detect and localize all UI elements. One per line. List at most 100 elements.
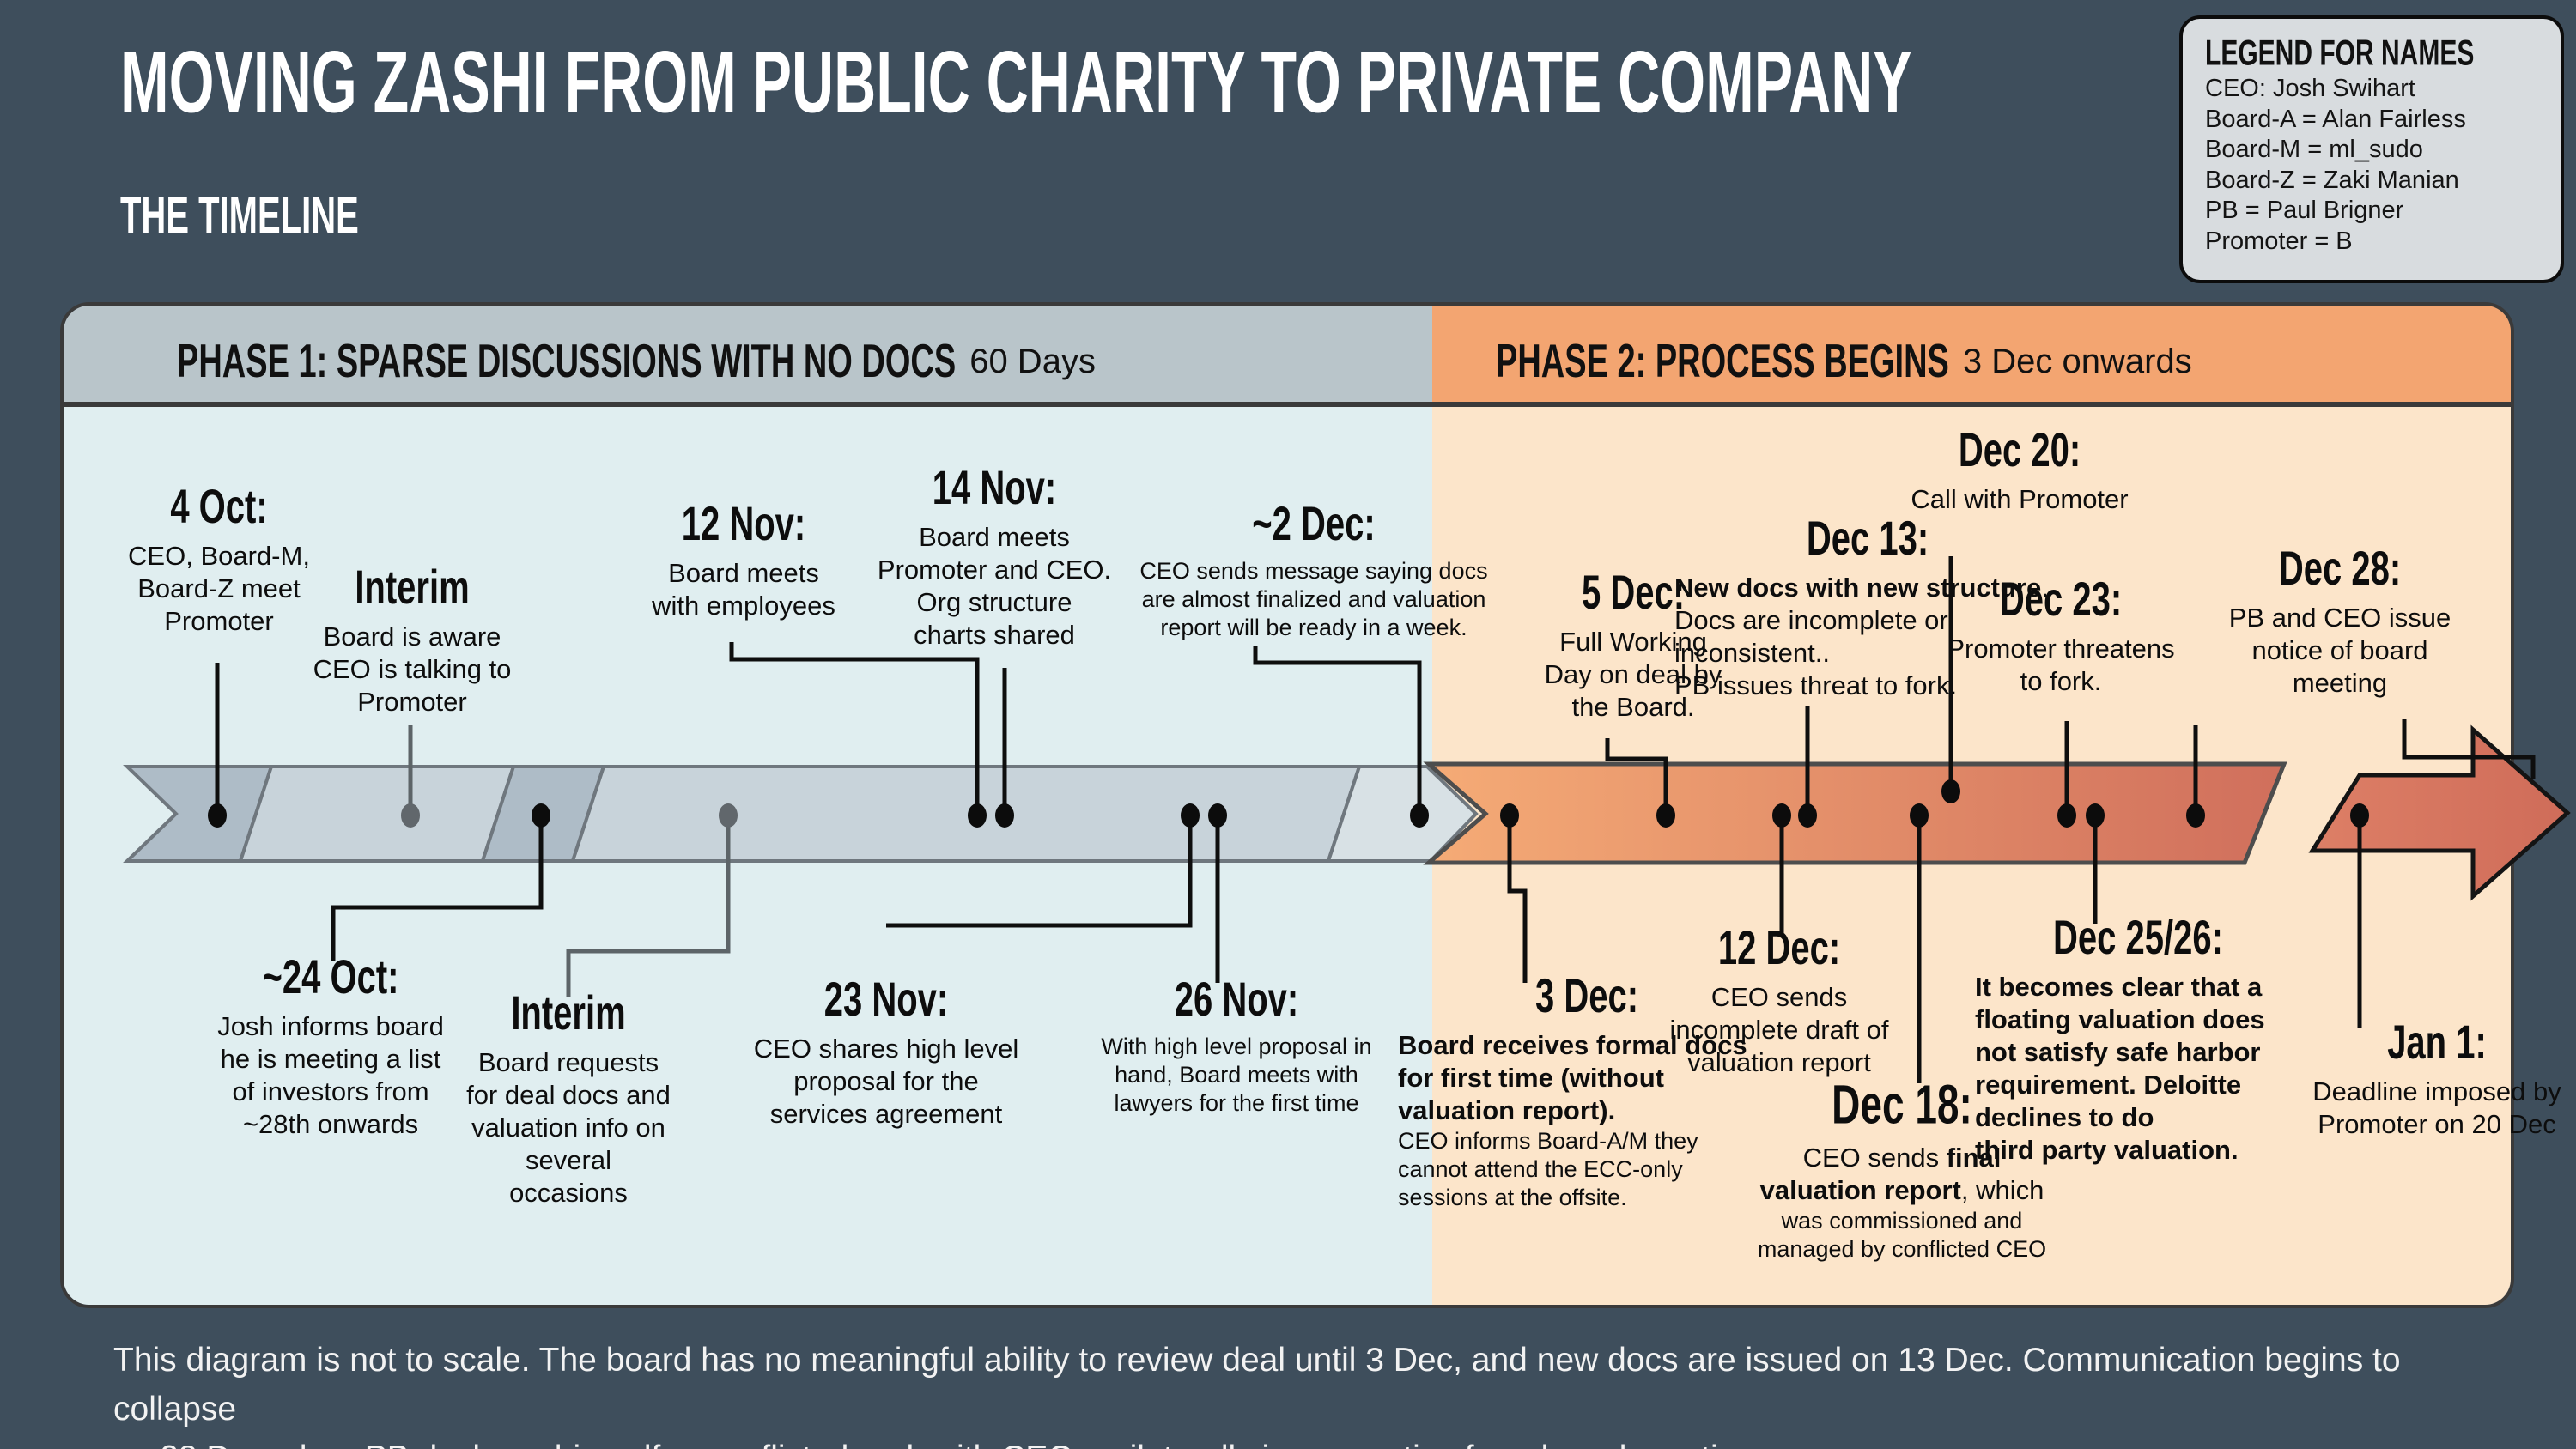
event-date: 12 Dec:	[1717, 922, 1841, 975]
event-dec-23: Dec 23: Promoter threatens to fork.	[1876, 573, 2245, 698]
dot-26-nov	[1208, 803, 1227, 828]
page-title: MOVING ZASHI FROM PUBLIC CHARITY TO PRIV…	[120, 33, 1912, 131]
event-date: Dec 20:	[1958, 424, 2081, 477]
event-date: 14 Nov:	[932, 462, 1057, 515]
event-date: Dec 25/26:	[2053, 912, 2223, 965]
event-body: CEO sends message saying docs are almost …	[1139, 558, 1488, 640]
connector-3-dec	[1507, 815, 1528, 983]
event-body-bold: It becomes clear that a floating valuatio…	[1975, 972, 2265, 1165]
phase1-header: PHASE 1: SPARSE DISCUSSIONS WITH NO DOCS…	[64, 306, 1432, 402]
legend-item-board-z: Board-Z = Zaki Manian	[2205, 166, 2459, 194]
event-date: Jan 1:	[2387, 1016, 2487, 1070]
footer-line-2: on 28 Dec when PB declares himself uncon…	[113, 1434, 2509, 1449]
event-date: Dec 28:	[2278, 543, 2402, 596]
dot-3-dec	[1500, 803, 1519, 828]
event-body: Board meets with employees	[652, 558, 835, 621]
event-date: Interim	[511, 987, 626, 1040]
event-body-small: was commissioned and managed by conflicte…	[1757, 1208, 2047, 1262]
event-body-small: CEO informs Board-A/M they cannot attend …	[1398, 1128, 1698, 1210]
dot-12-dec	[1772, 803, 1791, 828]
event-23-nov: 23 Nov: CEO shares high level proposal fo…	[697, 973, 1075, 1131]
event-24-oct: ~24 Oct: Josh informs board he is meeting…	[159, 951, 502, 1141]
event-body: CEO, Board-M, Board-Z meet Promoter	[128, 541, 310, 636]
event-body: Board meets Promoter and CEO. Org structur…	[877, 522, 1112, 650]
event-body: Deadline imposed by Promoter on 20 Dec	[2312, 1076, 2561, 1139]
dot-12-nov	[968, 803, 987, 828]
phase1-duration: 60 Days	[969, 343, 1096, 380]
event-4-oct: 4 Oct: CEO, Board-M, Board-Z meet Promoter	[90, 481, 348, 638]
dot-23-nov	[1181, 803, 1200, 828]
phase2-band	[1423, 761, 2287, 865]
connector-interim-bottom	[566, 815, 731, 997]
dot-dec-13	[1798, 803, 1817, 828]
event-body-text: PB issues threat to fork.	[1674, 670, 1958, 700]
event-body-text: , which	[1960, 1175, 2044, 1205]
event-interim-bottom: Interim Board requests for deal docs and v…	[414, 987, 723, 1210]
event-body-bold: valuation report	[1759, 1175, 1961, 1205]
legend-box: LEGEND FOR NAMES CEO: Josh Swihart Board…	[2179, 15, 2564, 283]
event-jan-1: Jan 1: Deadline imposed by Promoter on 20…	[2248, 1016, 2576, 1141]
dot-dec-25-26	[2086, 803, 2105, 828]
legend-item-promoter: Promoter = B	[2205, 227, 2353, 255]
phase2-title: PHASE 2: PROCESS BEGINS	[1496, 336, 1949, 389]
dot-dec-23	[2057, 803, 2076, 828]
event-date: 26 Nov:	[1174, 973, 1299, 1027]
event-body-line: valuation report, which	[1722, 1174, 2082, 1207]
event-date: ~2 Dec:	[1252, 498, 1376, 551]
event-2-dec: ~2 Dec: CEO sends message saying docs are…	[1116, 498, 1511, 642]
event-body-bold: Board receives formal docs for first time…	[1398, 1030, 1747, 1125]
connector-23-nov	[886, 815, 1193, 928]
event-dec-20: Dec 20: Call with Promoter	[1839, 424, 2200, 516]
dot-14-nov	[995, 803, 1014, 828]
event-26-nov: 26 Nov: With high level proposal in hand,…	[1039, 973, 1434, 1118]
band-segment-4	[570, 765, 1362, 863]
event-date: Dec 23:	[1999, 573, 2123, 627]
dot-dec-28	[2186, 803, 2205, 828]
event-dec-13: Dec 13: New docs with new structure. Doc…	[1674, 512, 2061, 702]
event-body: Board requests for deal docs and valuation…	[466, 1047, 671, 1208]
final-arrow	[2308, 724, 2571, 901]
event-3-dec: 3 Dec: Board receives formal docs for fir…	[1398, 970, 1776, 1212]
dot-dec-20	[1941, 779, 1960, 803]
event-date: ~24 Oct:	[262, 951, 399, 1004]
event-date: 23 Nov:	[823, 973, 949, 1027]
event-body: Call with Promoter	[1911, 484, 2129, 514]
event-dec-25-26: Dec 25/26: It becomes clear that a floati…	[1975, 912, 2301, 1167]
connector-dec-28-arrow	[2402, 719, 2536, 779]
connector-5-dec	[1605, 738, 1668, 815]
event-body: Full Working Day on deal by the Board.	[1544, 627, 1722, 722]
dot-4-oct	[208, 803, 227, 828]
dot-jan-1	[2350, 803, 2369, 828]
dot-interim-bottom	[719, 803, 738, 828]
phase1-title: PHASE 1: SPARSE DISCUSSIONS WITH NO DOCS	[177, 336, 957, 389]
phase2-duration: 3 Dec onwards	[1962, 343, 2192, 380]
connector-24-oct	[331, 815, 544, 961]
legend-item-pb: PB = Paul Brigner	[2205, 197, 2404, 224]
event-12-dec: 12 Dec: CEO sends incomplete draft of valu…	[1607, 922, 1951, 1079]
event-body-text: . Docs are incomplete or inconsistent..	[1674, 573, 2049, 668]
dot-5-dec	[1656, 803, 1675, 828]
phase2-header: PHASE 2: PROCESS BEGINS 3 Dec onwards	[1432, 306, 2511, 402]
event-12-nov: 12 Nov: Board meets with employees	[589, 498, 898, 622]
connector-12-nov	[729, 642, 980, 815]
band-segment-tip	[1326, 765, 1479, 863]
phase-header-row: PHASE 1: SPARSE DISCUSSIONS WITH NO DOCS…	[64, 306, 2511, 407]
event-date: 12 Nov:	[681, 498, 806, 551]
dot-2-dec	[1410, 803, 1429, 828]
event-body-bold: final	[1946, 1143, 2002, 1173]
event-body: CEO shares high level proposal for the ser…	[753, 1034, 1019, 1129]
dot-24-oct	[532, 803, 550, 828]
event-date: 3 Dec:	[1534, 970, 1639, 1023]
dot-interim-top	[401, 803, 420, 828]
event-date: Interim	[355, 561, 470, 615]
event-body: PB and CEO issue notice of board meeting	[2228, 603, 2451, 698]
event-date: 4 Oct:	[170, 481, 268, 534]
page-subtitle: THE TIMELINE	[120, 188, 359, 245]
event-body: New docs with new structure. Docs are in…	[1674, 572, 2061, 702]
event-dec-28: Dec 28: PB and CEO issue notice of board m…	[2177, 543, 2503, 700]
legend-item-ceo: CEO: Josh Swihart	[2205, 75, 2415, 102]
event-body: CEO sends incomplete draft of valuation re…	[1669, 982, 1889, 1077]
event-5-dec: 5 Dec: Full Working Day on deal by the Boa…	[1492, 567, 1775, 724]
event-body: Promoter threatens to fork.	[1947, 634, 2175, 696]
